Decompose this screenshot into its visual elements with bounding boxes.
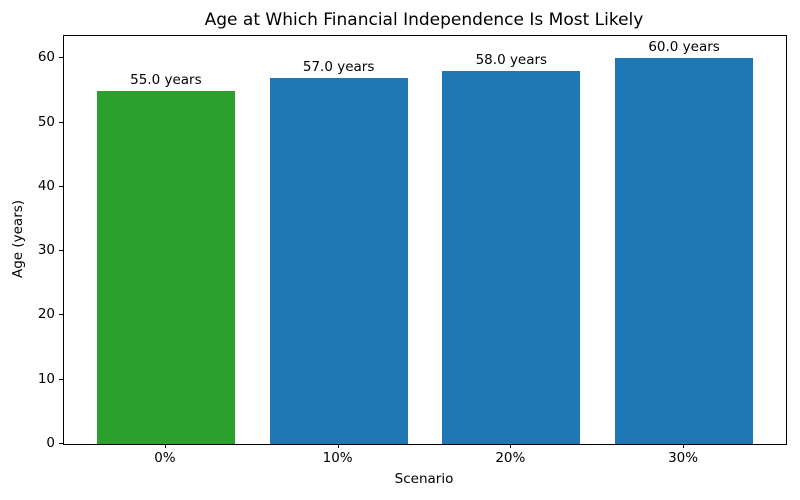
y-tick-label: 0 xyxy=(46,435,55,451)
y-tick-mark xyxy=(59,443,63,444)
y-tick-mark xyxy=(59,57,63,59)
bar-value-label: 57.0 years xyxy=(302,58,375,75)
plot-area: 55.0 years 57.0 years 58.0 years 60.0 years xyxy=(63,35,787,445)
y-tick-label: 60 xyxy=(37,49,55,66)
bar xyxy=(442,71,581,444)
y-tick-label: 50 xyxy=(37,113,55,130)
bar-value-label: 55.0 years xyxy=(130,71,202,88)
y-tick-label: 10 xyxy=(37,370,55,387)
y-tick-mark xyxy=(59,314,63,316)
y-tick-label: 20 xyxy=(37,306,55,323)
bar-value-label: 60.0 years xyxy=(648,39,720,56)
bar xyxy=(96,90,235,444)
bar xyxy=(269,77,408,444)
x-tick-mark xyxy=(510,444,512,448)
y-tick-mark xyxy=(59,121,63,123)
y-axis-label: Age (years) xyxy=(10,199,26,279)
y-tick-mark xyxy=(59,378,63,380)
x-tick-label: 20% xyxy=(495,450,526,466)
y-tick-mark xyxy=(59,185,63,187)
y-tick-label: 40 xyxy=(37,177,55,194)
chart-title: Age at Which Financial Independence Is M… xyxy=(204,10,644,30)
x-tick-mark xyxy=(337,444,339,448)
x-tick-mark xyxy=(164,444,166,448)
x-axis-label: Scenario xyxy=(394,471,454,487)
x-tick-label: 10% xyxy=(322,450,353,466)
x-tick-label: 30% xyxy=(668,450,699,466)
x-tick-label: 0% xyxy=(154,450,176,466)
y-tick-mark xyxy=(59,250,63,252)
y-tick-label: 30 xyxy=(37,242,55,259)
x-tick-mark xyxy=(683,444,685,448)
bar xyxy=(615,58,754,444)
bar-value-label: 58.0 years xyxy=(475,52,548,69)
